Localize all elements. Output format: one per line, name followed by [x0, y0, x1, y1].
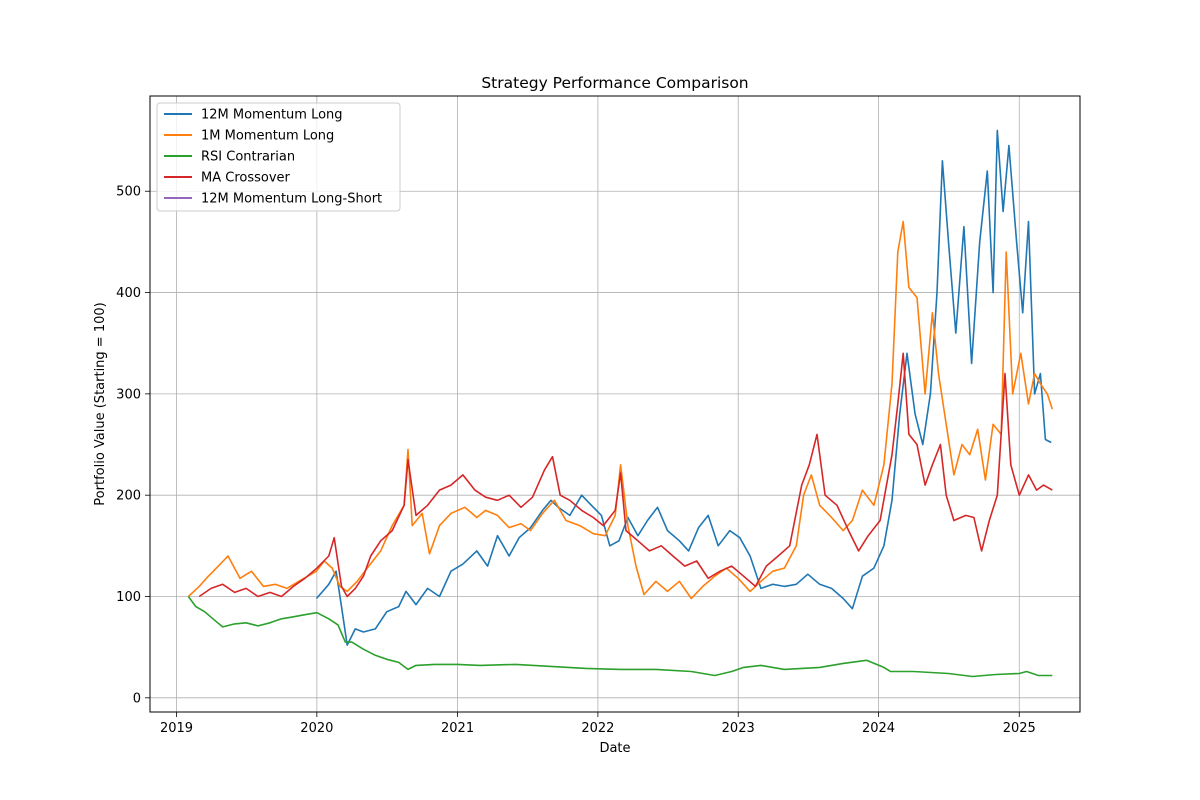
- legend-label: 12M Momentum Long: [201, 108, 343, 123]
- x-tick-label: 2023: [722, 721, 755, 736]
- x-tick-label: 2020: [300, 721, 333, 736]
- chart-title: Strategy Performance Comparison: [481, 74, 748, 92]
- legend-box: [156, 102, 401, 212]
- legend: 12M Momentum Long 1M Momentum Long RSI Con…: [156, 102, 401, 212]
- series-line-12m-momentum-long: [315, 129, 1052, 646]
- y-tick-label: 300: [116, 387, 141, 402]
- legend-label: RSI Contrarian: [201, 150, 295, 165]
- plot-frame: [149, 95, 1081, 713]
- y-tick-label: 500: [116, 185, 141, 200]
- y-tick-label: 400: [116, 286, 141, 301]
- x-tick-label: 2021: [441, 721, 474, 736]
- x-tick-label: 2022: [581, 721, 614, 736]
- x-tick-label: 2019: [160, 721, 193, 736]
- y-tick-label: 200: [116, 489, 141, 504]
- y-tick-label: 0: [133, 691, 141, 706]
- legend-label: 1M Momentum Long: [201, 129, 334, 144]
- x-tick-label: 2024: [862, 721, 895, 736]
- axis-ticks: 2019 2020 2021 2022 2023 2024 2025 0 100 200 300 40…: [116, 185, 1036, 736]
- series-line-rsi-contrarian: [187, 596, 1053, 678]
- legend-label: MA Crossover: [201, 171, 291, 186]
- y-tick-label: 100: [116, 590, 141, 605]
- legend-label: 12M Momentum Long-Short: [201, 192, 382, 207]
- x-tick-label: 2025: [1003, 721, 1036, 736]
- y-axis-title: Portfolio Value (Starting = 100): [93, 302, 108, 505]
- series-lines: [187, 129, 1054, 678]
- series-line-1m-momentum-long: [187, 220, 1054, 600]
- series-line-ma-crossover: [198, 352, 1053, 598]
- x-axis-title: Date: [599, 741, 630, 756]
